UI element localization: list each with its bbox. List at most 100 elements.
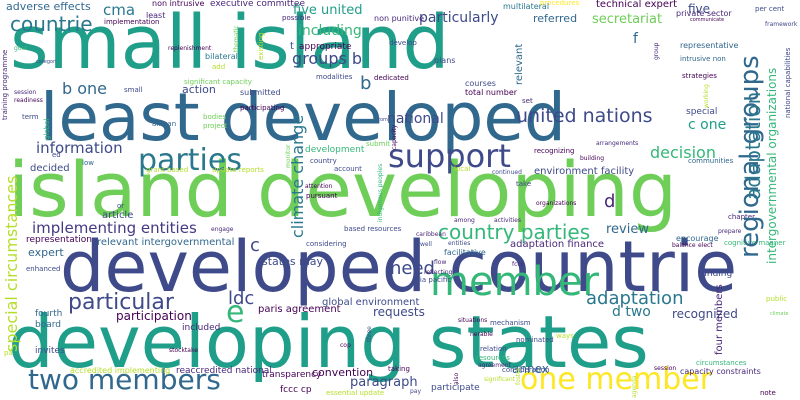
word-small: small — [124, 86, 143, 94]
word-also: also — [453, 372, 460, 385]
word-agreement: agreement — [478, 362, 511, 369]
word-funding: funding — [698, 269, 733, 279]
word-requests: requests — [373, 305, 425, 319]
word-included: included — [182, 323, 221, 333]
word-engage: engage — [211, 226, 234, 233]
word-pa: pa — [4, 349, 13, 357]
word-global-environment: global environment — [322, 297, 420, 308]
word-reaccredited-national: reaccredited national — [176, 366, 272, 376]
word-recognizing: recognizing — [534, 147, 575, 155]
word-f: f — [633, 31, 638, 47]
word-modalities: modalities — [316, 73, 353, 81]
word-countrie: countrie — [10, 12, 93, 36]
word-national-capabilities: national capabilities — [784, 47, 792, 118]
word-among: among — [454, 217, 475, 224]
word-information: information — [36, 139, 123, 157]
word-convention: convention — [312, 366, 374, 379]
word-circumstances: circumstances — [696, 359, 747, 367]
word-low: low — [82, 159, 94, 167]
word-member: member — [430, 259, 599, 305]
word-special: special — [686, 107, 718, 117]
word-small-island: small island — [10, 0, 450, 86]
word-fourth: fourth — [35, 309, 63, 319]
word-communities: communities — [688, 157, 734, 165]
word-attention: attention — [305, 183, 333, 190]
word-procedures: procedures — [540, 0, 580, 7]
word-develop: develop — [389, 39, 417, 47]
word-five: five — [688, 2, 711, 16]
word-based-resources: based resources — [344, 225, 402, 233]
word-thematic: thematic — [233, 25, 240, 52]
word-set: set — [522, 97, 533, 105]
word-nerable: nerable — [470, 331, 493, 338]
word-global: global — [43, 118, 51, 140]
word-submit: submit — [366, 140, 391, 148]
word-plans: plans — [434, 56, 456, 65]
word-ldc: ldc — [228, 288, 255, 309]
word-particular: particular — [68, 290, 174, 315]
word-possible: possible — [282, 14, 311, 22]
word-including: including — [298, 23, 362, 39]
word-implementation: implementation — [104, 18, 160, 26]
word-capacity: capacity — [391, 124, 398, 150]
word-communicate: communicate — [690, 17, 725, 23]
word-states-may: states may — [262, 255, 324, 268]
word-building: building — [580, 155, 605, 162]
word-activities: activities — [494, 217, 522, 224]
word-technical-expert: technical expert — [596, 0, 678, 10]
word-participation: participation — [116, 309, 192, 323]
word-ed: ed — [52, 151, 61, 159]
word-term: term — [22, 113, 39, 121]
word-grant-based: grant based — [146, 166, 189, 174]
word-paragraph: paragraph — [350, 375, 418, 390]
word-national: national — [387, 111, 444, 127]
word-particularly: particularly — [419, 10, 499, 26]
word-caribbean: caribbean — [416, 231, 446, 238]
word-t: t — [290, 41, 294, 52]
word-project: project — [203, 122, 228, 130]
word-invites: invites — [35, 346, 65, 356]
word-take: take — [516, 180, 532, 188]
word-non-punitive: non punitive — [374, 14, 425, 23]
word-bodies: bodies — [203, 113, 227, 121]
word-dedicated: dedicated — [374, 74, 409, 82]
word-framework: framework — [765, 21, 798, 28]
word-stocktake: stocktake — [169, 347, 198, 354]
word-arrangements: arrangements — [596, 140, 639, 147]
word-reflecting: reflecting — [424, 269, 453, 276]
word-b: b — [360, 73, 372, 94]
word-continued: continued — [492, 169, 522, 176]
word-ways: ways — [556, 332, 574, 340]
word-parties: parties — [138, 143, 242, 178]
word-referred: referred — [533, 12, 578, 25]
word-foster: foster — [515, 367, 522, 385]
word-cop: cop — [340, 342, 351, 349]
word-participate: participate — [431, 383, 480, 393]
word-implementing-entities: implementing entities — [32, 219, 197, 237]
word-paris-agreement: paris agreement — [258, 304, 341, 315]
word-adaptation: adaptation — [741, 91, 765, 200]
word-least-developed: least developed — [40, 79, 566, 156]
word-executive-committee: executive committee — [210, 0, 305, 9]
word-bilateral: bilateral — [205, 52, 238, 61]
word-country: country — [310, 157, 337, 165]
word-rom: rom — [378, 117, 388, 123]
word-intergovernmental-organizations: intergovernmental organizations — [765, 67, 779, 264]
word-d-two: d two — [612, 304, 651, 320]
word-three: three — [366, 326, 373, 342]
word-board: board — [35, 320, 61, 330]
word-environment-facility: environment facility — [534, 166, 635, 177]
word-pursuant: pursuant — [306, 192, 338, 200]
word-well: well — [420, 241, 432, 248]
word-relevant: relevant — [514, 43, 525, 85]
word-article: article — [102, 210, 134, 221]
word-support: support — [388, 137, 511, 175]
word-entities: entities — [448, 240, 471, 247]
word-relevant-intergovernmental: relevant intergovernmental — [97, 237, 235, 248]
word-secretariat: secretariat — [592, 12, 663, 27]
word-developing-states: developing states — [8, 300, 649, 384]
word-elect: elect — [698, 242, 713, 249]
word-multilateral: multilateral — [503, 2, 550, 11]
word-strategies: strategies — [682, 72, 717, 80]
